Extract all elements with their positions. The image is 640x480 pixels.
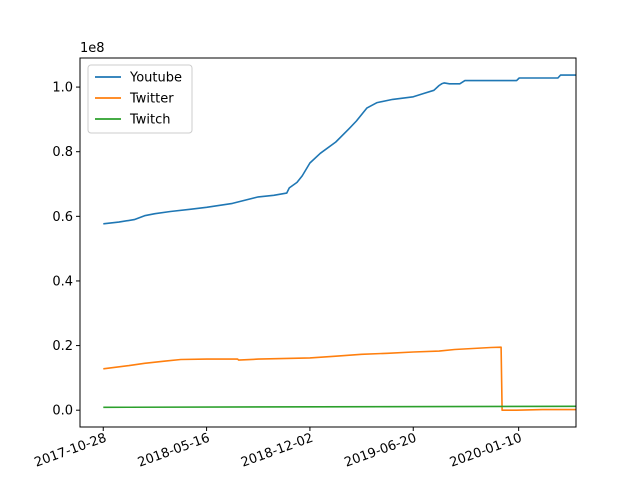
legend-box xyxy=(87,64,193,134)
y-tick-label: 1.0 xyxy=(52,81,73,96)
y-offset-label: 1e8 xyxy=(80,41,105,56)
legend-label-twitch: Twitch xyxy=(129,113,171,128)
x-tick-label: 2020-01-10 xyxy=(448,431,524,471)
series-layer xyxy=(103,74,577,412)
x-tick-label: 2018-12-02 xyxy=(239,431,315,471)
x-tick-label: 2017-10-28 xyxy=(32,431,108,471)
series-line-twitch xyxy=(103,405,577,409)
series-line-twitter xyxy=(103,346,576,412)
y-axis: 0.0 0.2 0.4 0.6 0.8 1.0 xyxy=(52,81,80,419)
legend-label-twitter: Twitter xyxy=(129,92,174,107)
y-tick-label: 0.4 xyxy=(52,274,73,289)
y-tick-label: 0.8 xyxy=(52,145,73,160)
axes-frame xyxy=(79,57,577,428)
x-tick-label: 2018-05-16 xyxy=(136,431,212,471)
legend: Youtube Twitter Twitch xyxy=(87,64,193,134)
x-axis: 2017-10-28 2018-05-16 2018-12-02 2019-06-20… xyxy=(32,427,524,471)
y-tick-label: 0.0 xyxy=(52,404,73,419)
x-tick-label: 2019-06-20 xyxy=(342,431,418,471)
y-tick-label: 0.6 xyxy=(52,210,73,225)
y-tick-label: 0.2 xyxy=(52,339,73,354)
series-line-youtube xyxy=(103,74,576,225)
legend-label-youtube: Youtube xyxy=(129,71,182,86)
